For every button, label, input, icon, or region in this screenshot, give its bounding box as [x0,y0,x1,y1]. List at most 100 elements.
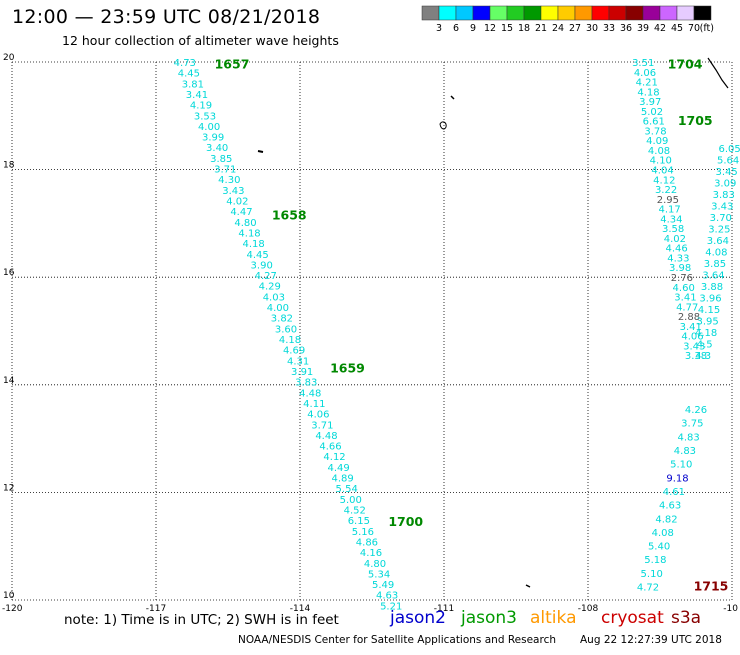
swh-value: 4.11 [303,399,325,410]
swh-value: 3.43 [683,341,705,352]
swh-value: 4.17 [658,205,680,216]
swh-value: 4.19 [190,101,212,112]
legend-swatch [676,5,695,21]
legend-swatch [557,5,576,21]
island-shape [525,584,531,588]
swh-value: 4.45 [178,69,200,80]
lon-tick-label: -108 [578,604,599,614]
swh-value: 3.22 [655,185,677,196]
swh-value: 4.08 [705,248,727,259]
swh-value: 3.75 [681,419,703,430]
legend-label: 33 [603,23,615,34]
swh-value: 4.3 [695,351,711,362]
legend-label: 27 [569,23,581,34]
swh-value: 3.81 [182,79,204,90]
swh-value: 5.00 [340,495,362,506]
swh-value: 5.16 [352,527,374,538]
legend-label: 6 [453,23,459,34]
lon-tick-label: -117 [146,604,166,614]
swh-value: 5.18 [644,555,666,566]
swh-value: 4.49 [327,463,349,474]
units-note: note: 1) Time is in UTC; 2) SWH is in fe… [64,612,339,628]
swh-value: 3.40 [206,143,228,154]
swh-value: 4.31 [287,356,309,367]
swh-value: 3.96 [699,294,721,305]
swh-value: 4.80 [234,218,256,229]
swh-value: 3.98 [669,263,691,274]
swh-value: 3.41 [680,322,702,333]
swh-value: 4.06 [307,410,329,421]
legend-label: 3 [436,23,442,34]
swh-value: 5.21 [380,601,402,612]
swh-value: 5.64 [717,156,739,167]
swh-value: 5.34 [368,569,390,580]
swh-value: 2.88 [678,312,700,323]
swh-value: 4.08 [652,528,674,539]
swh-value: 2.76 [671,273,693,284]
legend-swatch [506,5,525,21]
map-title: 12:00 — 23:59 UTC 08/21/2018 [12,6,321,28]
altimeter-tracks: 4.734.453.813.414.193.534.003.993.403.85… [174,57,740,613]
swh-value: 9.18 [666,473,688,484]
swh-value: 3.51 [632,58,654,69]
pass-time-label: 1715 [694,579,729,594]
swh-value: 3.85 [210,154,232,165]
swh-value: 4.63 [659,501,681,512]
legend-label: 30 [586,23,598,34]
swh-value: 4.00 [267,303,289,314]
pass-time-label: 1704 [668,57,703,72]
swh-value: 3.43 [222,186,244,197]
legend-label: 15 [501,23,513,34]
swh-value: 4.06 [681,332,703,343]
swh-value: 5.02 [641,107,663,118]
legend-swatch [523,5,542,21]
legend-swatch [693,5,712,21]
satellite-name: jason2 [390,608,446,628]
legend-swatch [608,5,627,21]
swh-value: 4.86 [356,537,378,548]
swh-value: 3.95 [696,317,718,328]
swh-value: 4.00 [198,122,220,133]
legend-swatch [574,5,593,21]
swh-value: 4.60 [673,283,695,294]
swh-value: 3.25 [708,225,730,236]
swh-value: 3.71 [214,165,236,176]
track-1714-1715: 4.26 3.75 4.83 4.83 5.10 9.18 4.61 4.63 4.82 4.08… [637,405,729,594]
swh-value: 4.18 [242,239,264,250]
legend-label: 36 [620,23,632,34]
lon-tick-label: -10 [723,604,738,614]
swh-value: 3.82 [271,314,293,325]
legend-swatch [642,5,661,21]
lat-tick-label: 10 [3,591,15,601]
swh-value: 4.02 [226,197,248,208]
track-east: 6.055.643.453.093.833.433.703.253.644.08… [695,144,740,362]
legend-swatch [421,5,440,21]
legend-swatch [438,5,457,21]
legend-label: 42 [654,23,666,34]
legend-unit: (ft) [700,23,714,34]
swh-value: 3.60 [275,324,297,335]
swh-value: 4.72 [637,583,659,594]
legend-swatch [472,5,491,21]
swh-value: 3.41 [674,293,696,304]
track-1657-1700: 4.734.453.813.414.193.534.003.993.403.85… [174,57,424,613]
swh-value: 4.52 [344,505,366,516]
swh-value: 3.91 [291,367,313,378]
swh-value: 4.29 [259,282,281,293]
satellite-name: cryosat [601,608,664,628]
swh-value: 4.12 [323,452,345,463]
swh-value: 3.78 [644,126,666,137]
swh-value: 4.66 [319,442,341,453]
legend-swatch [659,5,678,21]
satellite-name: altika [530,608,577,628]
swh-value: 4.10 [650,156,672,167]
swh-value: 4.18 [279,335,301,346]
swh-value: 4.27 [255,271,277,282]
lat-tick-label: 18 [3,161,15,171]
swh-value: 6.15 [348,516,370,527]
lat-tick-label: 14 [3,376,15,386]
coastline-segment [707,57,729,89]
legend-label: 9 [470,23,476,34]
lat-tick-label: 20 [3,53,15,63]
